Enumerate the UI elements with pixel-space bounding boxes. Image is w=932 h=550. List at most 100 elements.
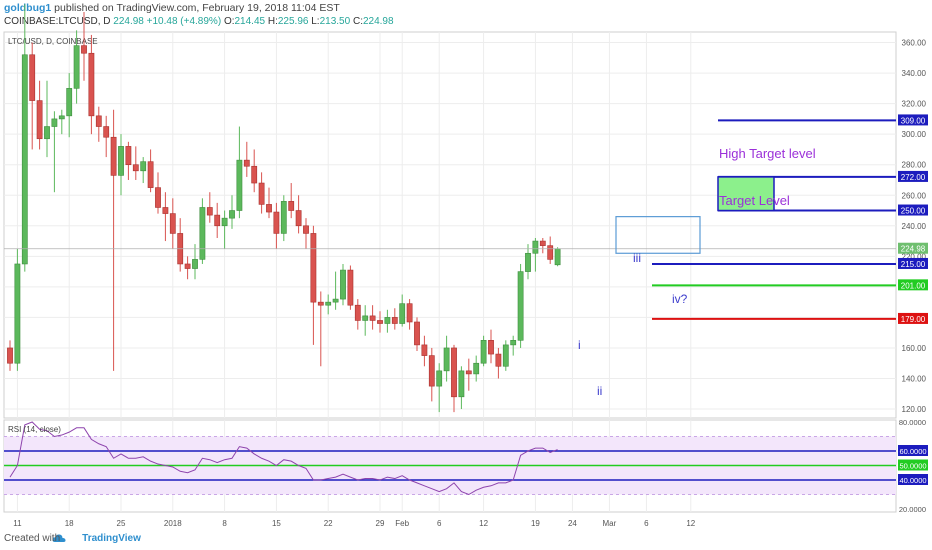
rsi-tick-label: 20.0000	[899, 505, 926, 514]
time-tick-label: 29	[376, 519, 385, 528]
candle-body	[384, 317, 391, 324]
candle-body	[132, 164, 139, 172]
price-tick-label: 300.00	[902, 130, 927, 139]
rsi-level-label: 40.0000	[899, 476, 926, 485]
price-pane-frame	[3, 31, 897, 419]
close-label: C:	[352, 16, 363, 27]
author-name[interactable]: goldbug1	[4, 2, 52, 14]
candle-body	[325, 301, 332, 306]
symbol-bar: COINBASE:LTCUSD, D 224.98 +10.48 (+4.89%…	[4, 15, 394, 28]
time-tick-label: 24	[568, 519, 577, 528]
rsi-pane[interactable]: RSI (14, close)	[4, 421, 896, 496]
candle-body	[243, 159, 250, 167]
candle-body	[184, 263, 191, 269]
candle-body	[303, 225, 309, 234]
candle-body	[517, 271, 524, 341]
candle-body	[465, 370, 472, 375]
tradingview-brand[interactable]: TradingView	[82, 533, 141, 544]
candle-body	[280, 201, 287, 234]
candle-body	[532, 240, 539, 254]
close-value: 224.98	[362, 16, 394, 27]
rsi-level-tag	[898, 445, 928, 456]
level-label: 179.00	[901, 315, 926, 324]
candle-body	[125, 146, 132, 166]
rsi-level-tag	[898, 459, 928, 471]
candle-body	[436, 370, 443, 387]
candle-body	[347, 269, 354, 306]
candle-body	[495, 353, 502, 367]
annotation-text: iii	[633, 251, 641, 265]
price-pane[interactable]: LTC/USD, D, COINBASE High Target level Tar…	[4, 4, 896, 413]
low-label: L:	[311, 16, 320, 27]
time-tick-label: 18	[65, 519, 74, 528]
candle-body	[36, 100, 43, 140]
candle-body	[391, 317, 398, 324]
candle-body	[221, 217, 228, 227]
candle-body	[162, 207, 169, 214]
level-label: 272.00	[901, 173, 926, 182]
price-tick-label: 220.00	[902, 252, 927, 261]
candle-body	[458, 370, 465, 398]
symbol-name: COINBASE:LTCUSD, D	[4, 16, 111, 27]
last-price-label: 224.98	[901, 245, 926, 254]
chart-axes: 120.00140.00160.00180.00200.00220.00240.…	[13, 39, 928, 528]
level-tag	[898, 204, 928, 216]
time-tick-label: 12	[686, 519, 695, 528]
high-label: H:	[267, 16, 278, 27]
wave-iii-box	[615, 216, 701, 254]
footer: Created with TradingView	[4, 533, 141, 545]
annotation-text: i	[578, 338, 581, 352]
level-label: 250.00	[901, 207, 926, 216]
pane-title: LTC/USD, D, COINBASE	[8, 37, 98, 46]
candle-body	[554, 248, 561, 266]
time-tick-label: 15	[272, 519, 281, 528]
candle-body	[421, 344, 428, 356]
level-tag	[898, 279, 928, 291]
rsi-line	[9, 421, 558, 496]
level-label: 215.00	[901, 260, 926, 269]
price-tick-label: 320.00	[902, 100, 927, 109]
time-tick-label: 19	[531, 519, 540, 528]
candle-body	[510, 340, 517, 346]
time-tick-label: Mar	[603, 519, 617, 528]
candle-body	[51, 118, 58, 127]
price-tick-label: 240.00	[902, 222, 927, 231]
rsi-title: RSI (14, close)	[8, 425, 61, 434]
candle-body	[332, 298, 339, 303]
rsi-level-label: 50.0000	[899, 462, 926, 471]
candle-body	[118, 146, 124, 176]
candle-body	[58, 115, 65, 120]
candle-body	[206, 207, 213, 216]
candle-body	[473, 362, 480, 375]
candle-body	[354, 304, 361, 321]
open-label: O:	[223, 16, 235, 27]
candle-body	[362, 315, 369, 321]
rsi-tick-label: 80.0000	[899, 418, 926, 427]
candle-body	[539, 240, 546, 246]
candle-body	[236, 159, 243, 211]
time-tick-label: 2018	[164, 519, 182, 528]
annotation-text: ii	[597, 384, 602, 398]
price-tick-label: 260.00	[902, 191, 927, 200]
time-tick-label: 22	[324, 519, 333, 528]
level-label: 201.00	[901, 281, 926, 290]
candle-body	[428, 355, 435, 387]
last-price-tag	[898, 242, 928, 254]
high-value: 225.96	[277, 16, 309, 27]
time-tick-label: 12	[479, 519, 488, 528]
candle-body	[443, 347, 450, 372]
candle-body	[29, 54, 36, 101]
candle-body	[295, 210, 302, 227]
rsi-level-label: 60.0000	[899, 447, 926, 456]
candle-body	[288, 201, 295, 211]
candle-body	[310, 233, 317, 303]
tradingview-cloud-icon	[52, 534, 66, 542]
annotation-text: iv?	[672, 292, 688, 306]
candle-body	[14, 263, 21, 364]
candle-body	[103, 126, 110, 138]
candle-body	[81, 45, 87, 54]
candle-body	[377, 320, 383, 324]
publish-header: goldbug1 published on TradingView.com, F…	[4, 2, 340, 15]
level-label: 309.00	[901, 116, 926, 125]
